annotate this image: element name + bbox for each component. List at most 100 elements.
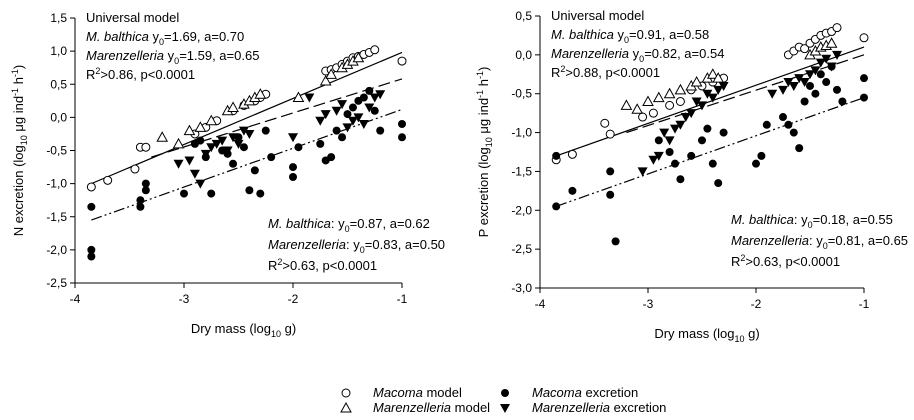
data-point — [353, 113, 364, 123]
data-point — [173, 159, 184, 169]
data-point — [707, 93, 718, 103]
y-tick-label: 0,5 — [50, 77, 67, 91]
regression-line-dash — [626, 54, 865, 134]
y-tick-label: -1,0 — [511, 126, 532, 140]
data-point — [331, 106, 342, 116]
data-point — [821, 54, 832, 64]
data-point — [690, 76, 703, 87]
data-point — [256, 189, 265, 198]
annotation-line: Marenzelleria: y0=0.81, a=0.65 — [731, 233, 908, 251]
data-point — [665, 100, 675, 110]
panel-p-excretion: -3,0 -2,5 -2,0 -1,5 -1,0 -0,5 0,0 0,5 -4 -3 -2 -1 Dr… — [475, 8, 908, 344]
legend-marker — [340, 401, 352, 413]
x-tick-label: -4 — [535, 297, 546, 311]
data-point — [200, 149, 211, 159]
data-point — [611, 237, 620, 246]
data-point — [664, 136, 675, 146]
y-tick-label: -0,5 — [46, 144, 67, 158]
data-point — [294, 143, 303, 152]
data-point — [206, 143, 217, 153]
data-point — [795, 144, 804, 153]
data-point — [816, 70, 825, 79]
series-filled-triangle — [637, 50, 842, 177]
y-axis-label: N excretion (log10 μg ind-1 h-1) — [10, 65, 29, 237]
data-point — [211, 139, 222, 149]
data-point — [289, 173, 297, 181]
y-axis-label: P excretion (log10 μg ind-1 h-1) — [475, 67, 494, 238]
data-point — [648, 108, 658, 118]
regression-lines — [556, 46, 865, 207]
data-point — [288, 133, 298, 143]
data-point — [207, 189, 216, 198]
data-point — [832, 50, 842, 60]
data-point — [267, 153, 276, 162]
data-point — [708, 159, 717, 168]
regression-line-dash-dot-dot — [91, 108, 403, 221]
data-point — [762, 120, 771, 129]
data-point — [605, 129, 615, 139]
data-point — [370, 45, 380, 55]
data-point — [205, 114, 218, 126]
legend-item: Macoma model — [341, 385, 462, 400]
x-axis-label: Dry mass (log10 g) — [191, 321, 296, 339]
annotation-universal-model: Universal model M. balthica y0=1.69, a=0.… — [86, 10, 259, 82]
data-point — [343, 110, 352, 119]
data-point — [87, 252, 96, 261]
series-filled-circle — [87, 86, 406, 261]
data-point — [320, 110, 331, 120]
data-point — [788, 81, 799, 91]
data-point — [703, 124, 712, 133]
legend-label: Macoma excretion — [532, 385, 638, 400]
data-point — [606, 190, 615, 199]
data-point — [833, 85, 841, 94]
data-point — [832, 23, 842, 33]
legend: Macoma model Macoma excretionMarenzelleri… — [340, 385, 666, 415]
data-point — [810, 66, 821, 76]
data-point — [370, 106, 379, 115]
data-point — [663, 87, 676, 99]
data-point — [229, 159, 238, 168]
data-point — [665, 148, 674, 156]
data-point — [567, 149, 577, 159]
data-point — [304, 93, 315, 103]
data-point — [860, 93, 868, 102]
y-tick-label: -1,0 — [46, 177, 67, 191]
annotation-line: M. balthica y0=0.91, a=0.58 — [551, 27, 709, 45]
data-point — [239, 143, 248, 152]
y-tick-label: 0,5 — [515, 9, 532, 23]
data-point — [189, 169, 200, 179]
data-point — [805, 70, 815, 80]
data-point — [87, 245, 96, 254]
data-point — [254, 88, 267, 99]
data-point — [222, 146, 233, 156]
annotation-r2: R2>0.88, p<0.0001 — [551, 64, 660, 80]
x-tick-label: -3 — [643, 297, 654, 311]
data-point — [606, 167, 615, 176]
x-tick-label: -4 — [70, 292, 81, 306]
data-point — [719, 128, 728, 137]
y-tick-label: 1,5 — [50, 11, 67, 25]
data-point — [676, 175, 685, 184]
data-point — [784, 120, 793, 129]
data-point — [752, 159, 760, 168]
data-point — [398, 120, 406, 128]
data-point — [358, 120, 369, 129]
data-point — [217, 136, 228, 146]
annotation-line: Marenzelleria: y0=0.83, a=0.50 — [268, 237, 445, 255]
data-point — [250, 166, 259, 175]
data-point — [228, 133, 239, 143]
annotation-universal-model: Universal model M. balthica y0=0.91, a=0.… — [551, 8, 724, 80]
data-point — [620, 99, 633, 110]
data-point — [757, 151, 766, 160]
annotation-r2: R2>0.63, p<0.0001 — [731, 253, 840, 269]
y-tick-label: -3,0 — [511, 281, 532, 295]
data-point — [180, 189, 188, 198]
data-point — [261, 126, 270, 135]
annotation-line: M. balthica: y0=0.87, a=0.62 — [268, 216, 430, 234]
y-tick-label: -2,5 — [511, 242, 532, 256]
data-point — [637, 167, 648, 177]
data-point — [337, 100, 348, 110]
data-point — [245, 186, 254, 195]
data-point — [316, 139, 325, 148]
